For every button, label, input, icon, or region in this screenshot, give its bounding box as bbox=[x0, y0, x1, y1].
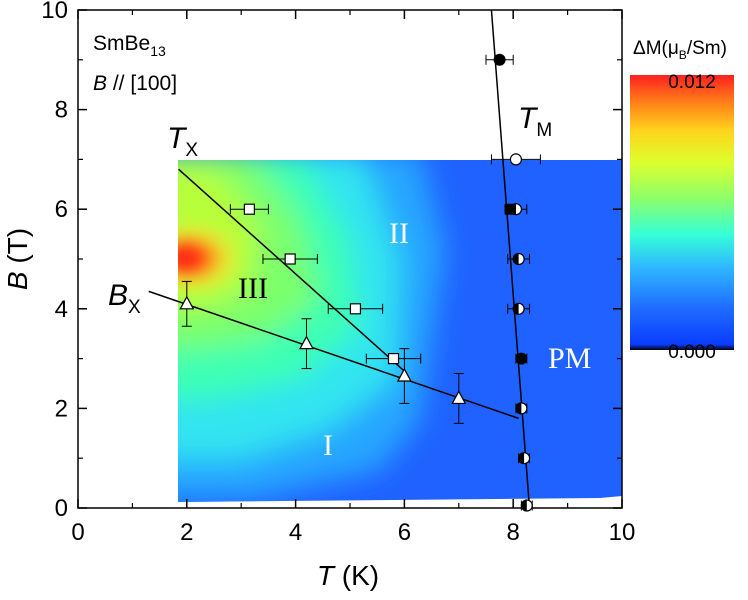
x-tick-label: 4 bbox=[289, 519, 302, 546]
data-point bbox=[365, 353, 422, 365]
circle-marker-half-fill bbox=[513, 253, 519, 265]
colorbar-title: ΔM(μB/Sm) bbox=[633, 38, 727, 62]
tx-fit-line bbox=[178, 168, 408, 375]
circle-marker-half-fill bbox=[518, 452, 525, 464]
triangle-marker bbox=[396, 367, 412, 382]
phase-label-PM: PM bbox=[548, 342, 591, 375]
x-tick-label: 0 bbox=[71, 519, 84, 546]
x-tick-label: 10 bbox=[609, 519, 636, 546]
x-tick-label: 8 bbox=[507, 519, 520, 546]
colorbar-gradient bbox=[630, 75, 734, 350]
data-point bbox=[298, 318, 314, 370]
data-point bbox=[520, 499, 533, 512]
sample-label: SmBe13 bbox=[93, 32, 166, 59]
y-tick-label: 4 bbox=[55, 296, 68, 323]
x-axis-title: T (K) bbox=[317, 560, 379, 591]
triangle-marker bbox=[298, 335, 314, 350]
square-marker-filled bbox=[504, 203, 516, 215]
triangle-marker bbox=[451, 390, 467, 405]
square-marker bbox=[284, 253, 296, 265]
circle-marker-open bbox=[509, 153, 523, 166]
y-tick-label: 0 bbox=[55, 495, 68, 522]
circle-marker-half-fill bbox=[515, 402, 522, 414]
y-tick-label: 6 bbox=[55, 196, 68, 223]
series-t-m-6-t-filled- bbox=[504, 203, 516, 215]
series-b-x bbox=[179, 280, 467, 424]
data-point bbox=[396, 348, 412, 404]
square-marker bbox=[349, 303, 362, 315]
x-tick-label: 6 bbox=[398, 519, 411, 546]
colorbar-min-label: 0.000 bbox=[668, 342, 716, 363]
field-direction-label: B // [100] bbox=[93, 72, 177, 95]
circle-marker-filled bbox=[515, 352, 528, 365]
data-point bbox=[515, 352, 528, 365]
colorbar: ΔM(μB/Sm) 0.012 0.000 bbox=[630, 38, 734, 363]
y-tick-label: 8 bbox=[55, 97, 68, 124]
data-point bbox=[507, 252, 531, 266]
data-point bbox=[507, 302, 531, 315]
data-points bbox=[179, 53, 541, 512]
data-point bbox=[262, 253, 318, 265]
data-point bbox=[179, 280, 195, 327]
data-point bbox=[517, 452, 531, 465]
data-point bbox=[504, 203, 516, 215]
phase-label-III: III bbox=[238, 272, 268, 305]
y-tick-label: 2 bbox=[55, 395, 68, 422]
data-point bbox=[327, 303, 384, 315]
x-tick-label: 2 bbox=[180, 519, 193, 546]
data-point bbox=[485, 53, 514, 66]
bx-line-label: BX bbox=[108, 279, 141, 318]
triangle-marker bbox=[179, 295, 195, 310]
series-t-x bbox=[229, 203, 422, 365]
series-t-m bbox=[485, 53, 541, 512]
plot-axes: 0 2 4 6 8 10 0 2 4 6 8 10 bbox=[41, 0, 635, 546]
circle-marker-half-fill bbox=[513, 303, 519, 315]
tm-line-label: TM bbox=[518, 102, 552, 141]
tx-line-label: TX bbox=[167, 122, 198, 161]
data-point bbox=[229, 203, 269, 215]
phase-label-I: I bbox=[323, 429, 333, 462]
magnetization-heatmap bbox=[178, 160, 622, 502]
colorbar-max-label: 0.012 bbox=[668, 72, 716, 93]
data-point bbox=[515, 402, 528, 415]
phase-label-II: II bbox=[389, 217, 409, 250]
square-marker bbox=[243, 203, 255, 215]
data-point bbox=[490, 153, 541, 166]
circle-marker-filled bbox=[493, 53, 506, 66]
square-marker bbox=[387, 353, 400, 365]
circle-marker-half-fill bbox=[521, 500, 527, 512]
data-point bbox=[451, 373, 467, 424]
y-axis-title: B (T) bbox=[2, 228, 33, 290]
y-tick-label: 10 bbox=[41, 0, 68, 24]
